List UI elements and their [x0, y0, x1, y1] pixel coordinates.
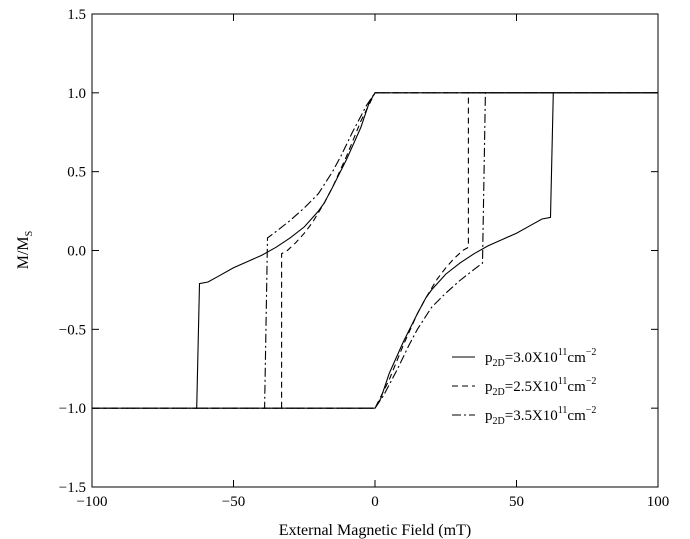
- tick-labels: −100 −50 0 50 100 −1.5 −1.0 −0.5 0.0 0.5 1.0 1.5: [59, 7, 669, 510]
- legend-label-3: p2D=3.5X1011cm−2: [485, 405, 596, 427]
- y-tick-label: −1.0: [59, 401, 86, 417]
- y-axis-label-sub: S: [24, 231, 35, 237]
- series-line-1: [92, 92, 658, 409]
- x-tick-label: 50: [509, 494, 524, 510]
- x-tick-label: 100: [647, 494, 670, 510]
- x-tick-label: 0: [371, 494, 379, 510]
- legend: p2D=3.0X1011cm−2 p2D=2.5X1011cm−2 p2D=3.5X…: [452, 347, 596, 427]
- x-axis-label: External Magnetic Field (mT): [279, 522, 471, 539]
- y-tick-label: 1.5: [67, 7, 86, 23]
- y-axis-label-main: M/M: [15, 236, 32, 269]
- y-axis-label: M/MS: [15, 231, 35, 269]
- y-tick-label: −0.5: [59, 322, 86, 338]
- series-line-3: [92, 92, 658, 409]
- y-tick-label: −1.5: [59, 480, 86, 496]
- y-tick-label: 1.0: [67, 86, 86, 102]
- series-lines: [92, 92, 658, 409]
- y-tick-label: 0.0: [67, 244, 86, 260]
- legend-label-2: p2D=2.5X1011cm−2: [485, 376, 596, 398]
- x-tick-label: −100: [77, 494, 108, 510]
- y-tick-label: 0.5: [67, 165, 86, 181]
- x-tick-label: −50: [222, 494, 245, 510]
- legend-label-1: p2D=3.0X1011cm−2: [485, 347, 596, 369]
